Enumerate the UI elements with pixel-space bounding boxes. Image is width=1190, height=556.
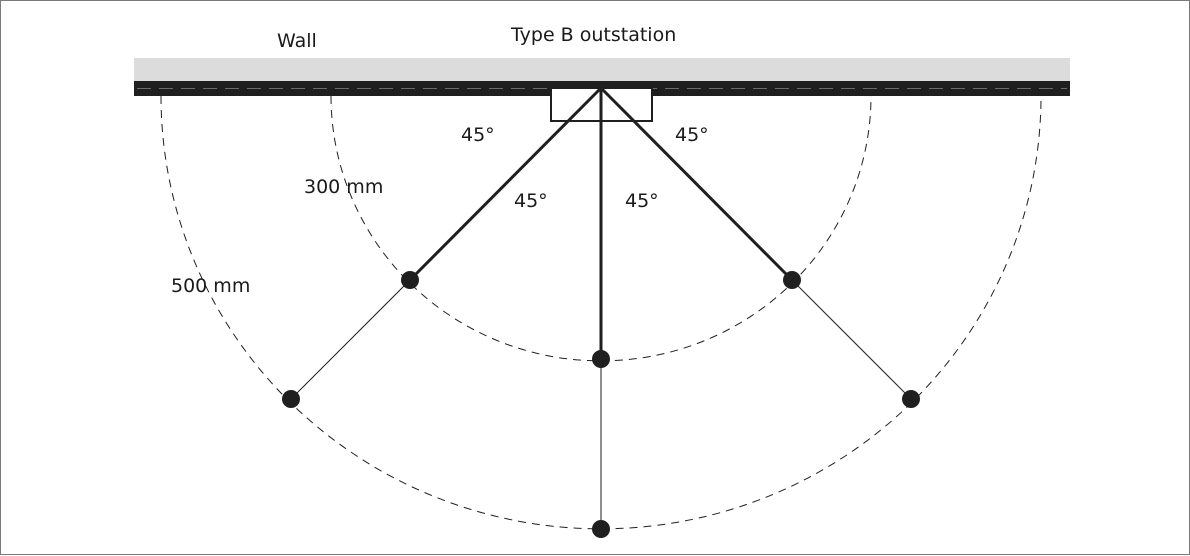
angle-label-outer-left: 45° [461,124,495,146]
wall-band [134,58,1070,83]
point-center-300mm [592,350,610,368]
point-left-500mm [282,390,300,408]
spoke-left-inner [408,86,603,282]
radius-label-300mm: 300 mm [304,176,383,198]
spoke-right-outer [791,279,912,400]
angle-label-inner-left: 45° [514,190,548,212]
point-right-500mm [902,390,920,408]
arc-500mm [160,95,1042,530]
spoke-right-inner [599,86,794,282]
point-right-300mm [783,271,801,289]
point-left-300mm [401,271,419,289]
angle-label-outer-right: 45° [675,124,709,146]
angle-label-inner-right: 45° [625,190,659,212]
spoke-left-outer [290,279,411,400]
device-label: Type B outstation [510,24,676,46]
radius-label-500mm: 500 mm [171,275,250,297]
arc-300mm [330,95,872,362]
wall-label: Wall [277,30,317,52]
point-center-500mm [592,520,610,538]
